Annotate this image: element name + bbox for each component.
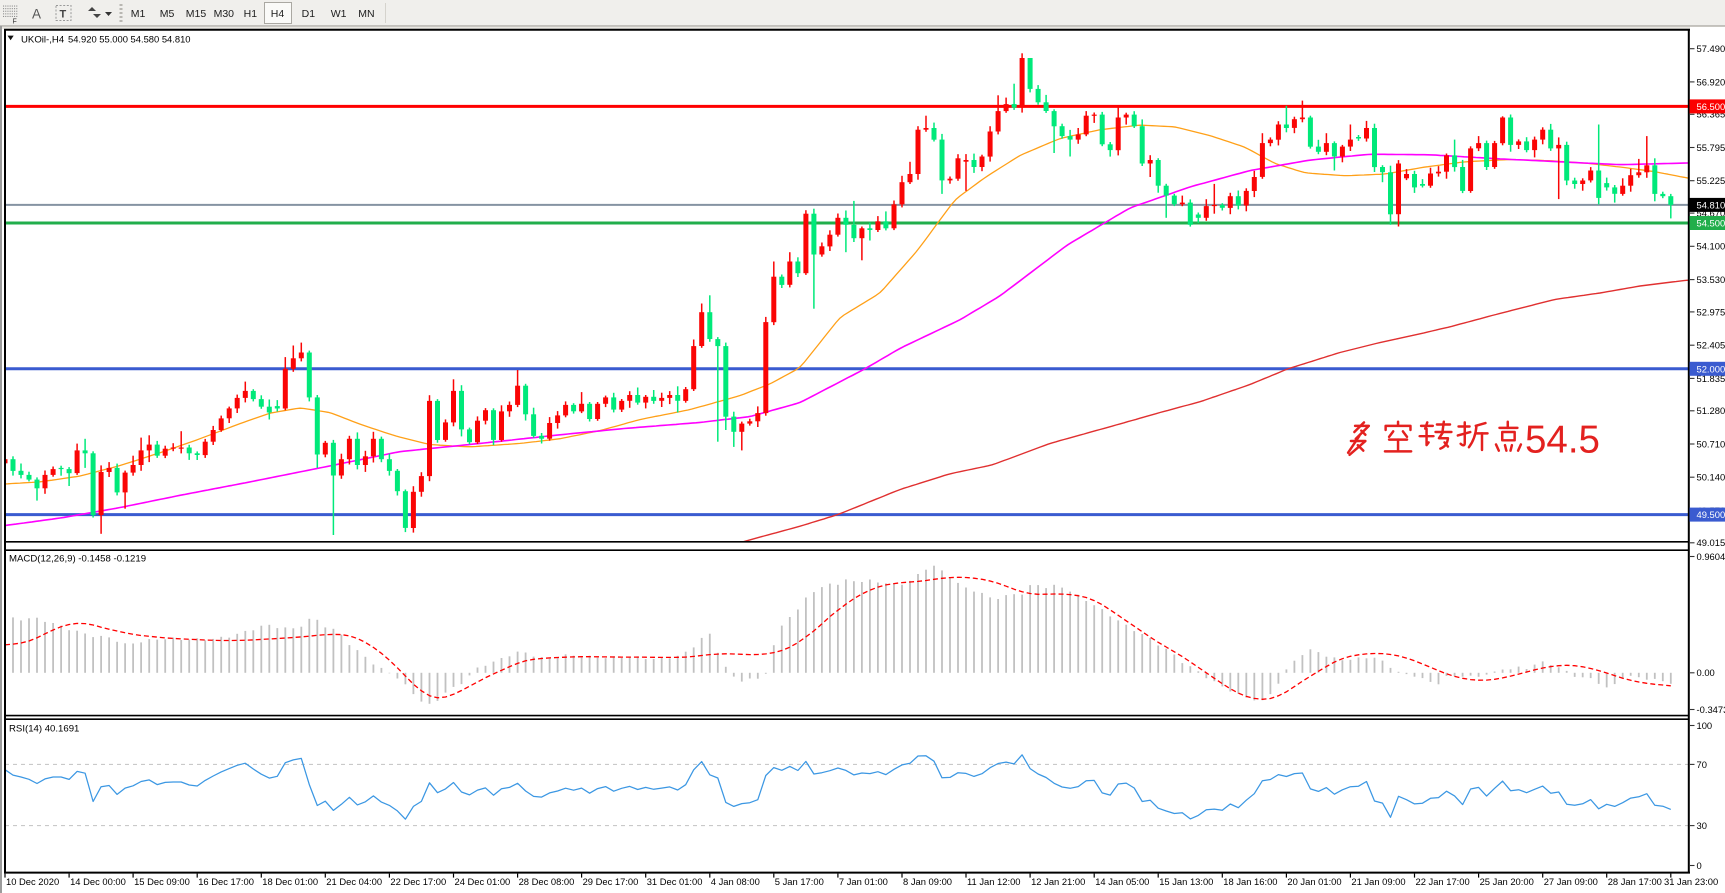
svg-text:7 Jan 01:00: 7 Jan 01:00 bbox=[839, 876, 888, 887]
svg-text:MACD(12,26,9) -0.1458 -0.1219: MACD(12,26,9) -0.1458 -0.1219 bbox=[9, 554, 146, 565]
svg-text:22 Jan 17:00: 22 Jan 17:00 bbox=[1416, 876, 1470, 887]
svg-text:53.530: 53.530 bbox=[1697, 274, 1725, 285]
svg-text:24 Dec 01:00: 24 Dec 01:00 bbox=[455, 876, 511, 887]
svg-text:20 Jan 01:00: 20 Jan 01:00 bbox=[1287, 876, 1341, 887]
svg-text:0: 0 bbox=[1697, 860, 1702, 871]
svg-text:22 Dec 17:00: 22 Dec 17:00 bbox=[390, 876, 446, 887]
svg-text:54.810: 54.810 bbox=[1697, 199, 1725, 210]
svg-text:18 Dec 01:00: 18 Dec 01:00 bbox=[262, 876, 318, 887]
svg-text:14 Dec 00:00: 14 Dec 00:00 bbox=[70, 876, 126, 887]
svg-text:51.280: 51.280 bbox=[1697, 405, 1725, 416]
svg-text:29 Dec 17:00: 29 Dec 17:00 bbox=[583, 876, 639, 887]
svg-text:5 Jan 17:00: 5 Jan 17:00 bbox=[775, 876, 824, 887]
svg-text:51.835: 51.835 bbox=[1697, 373, 1725, 384]
svg-text:55.225: 55.225 bbox=[1697, 175, 1725, 186]
svg-text:A: A bbox=[32, 7, 41, 22]
svg-text:56.500: 56.500 bbox=[1697, 101, 1725, 112]
svg-text:52.405: 52.405 bbox=[1697, 340, 1725, 351]
svg-text:F: F bbox=[13, 19, 17, 26]
svg-text:MN: MN bbox=[358, 8, 374, 20]
svg-text:54.5: 54.5 bbox=[1525, 419, 1600, 462]
svg-text:52.975: 52.975 bbox=[1697, 306, 1725, 317]
svg-text:54.920 55.000 54.580 54.810: 54.920 55.000 54.580 54.810 bbox=[68, 34, 191, 45]
svg-text:15 Dec 09:00: 15 Dec 09:00 bbox=[134, 876, 190, 887]
svg-text:31 Jan 23:00: 31 Jan 23:00 bbox=[1664, 876, 1718, 887]
svg-text:100: 100 bbox=[1697, 720, 1713, 731]
svg-text:49.500: 49.500 bbox=[1697, 509, 1725, 520]
svg-text:28 Jan 17:00: 28 Jan 17:00 bbox=[1608, 876, 1662, 887]
svg-text:0.00: 0.00 bbox=[1697, 667, 1715, 678]
svg-text:31 Dec 01:00: 31 Dec 01:00 bbox=[647, 876, 703, 887]
svg-text:49.015: 49.015 bbox=[1697, 537, 1725, 548]
svg-text:21 Jan 09:00: 21 Jan 09:00 bbox=[1351, 876, 1405, 887]
svg-text:T: T bbox=[60, 9, 67, 21]
svg-text:M30: M30 bbox=[214, 8, 235, 20]
svg-text:55.795: 55.795 bbox=[1697, 142, 1725, 153]
svg-text:56.365: 56.365 bbox=[1697, 109, 1725, 120]
svg-text:-0.3473: -0.3473 bbox=[1697, 704, 1725, 715]
svg-text:50.140: 50.140 bbox=[1697, 472, 1725, 483]
svg-text:27 Jan 09:00: 27 Jan 09:00 bbox=[1544, 876, 1598, 887]
svg-text:12 Jan 21:00: 12 Jan 21:00 bbox=[1031, 876, 1085, 887]
svg-text:52.000: 52.000 bbox=[1697, 363, 1725, 374]
svg-text:54.500: 54.500 bbox=[1697, 218, 1725, 229]
svg-text:M5: M5 bbox=[160, 8, 175, 20]
svg-text:56.920: 56.920 bbox=[1697, 76, 1725, 87]
svg-text:0.9604: 0.9604 bbox=[1697, 551, 1725, 562]
svg-text:30: 30 bbox=[1697, 820, 1707, 831]
svg-text:D1: D1 bbox=[302, 8, 316, 20]
svg-text:4 Jan 08:00: 4 Jan 08:00 bbox=[711, 876, 760, 887]
svg-text:11 Jan 12:00: 11 Jan 12:00 bbox=[967, 876, 1021, 887]
svg-text:14 Jan 05:00: 14 Jan 05:00 bbox=[1095, 876, 1149, 887]
svg-text:10 Dec 2020: 10 Dec 2020 bbox=[6, 876, 59, 887]
svg-text:M15: M15 bbox=[186, 8, 207, 20]
svg-text:18 Jan 16:00: 18 Jan 16:00 bbox=[1223, 876, 1277, 887]
svg-text:50.710: 50.710 bbox=[1697, 438, 1725, 449]
svg-text:70: 70 bbox=[1697, 759, 1707, 770]
svg-text:21 Dec 04:00: 21 Dec 04:00 bbox=[326, 876, 382, 887]
svg-text:54.670: 54.670 bbox=[1697, 208, 1725, 219]
svg-text:M1: M1 bbox=[131, 8, 146, 20]
svg-text:25 Jan 20:00: 25 Jan 20:00 bbox=[1480, 876, 1534, 887]
svg-text:16 Dec 17:00: 16 Dec 17:00 bbox=[198, 876, 254, 887]
svg-text:15 Jan 13:00: 15 Jan 13:00 bbox=[1159, 876, 1213, 887]
svg-text:54.100: 54.100 bbox=[1697, 241, 1725, 252]
svg-text:28 Dec 08:00: 28 Dec 08:00 bbox=[519, 876, 575, 887]
svg-text:W1: W1 bbox=[331, 8, 347, 20]
svg-text:H1: H1 bbox=[244, 8, 258, 20]
svg-text:57.490: 57.490 bbox=[1697, 43, 1725, 54]
svg-text:8 Jan 09:00: 8 Jan 09:00 bbox=[903, 876, 952, 887]
svg-text:RSI(14) 40.1691: RSI(14) 40.1691 bbox=[9, 724, 79, 735]
svg-text:UKOil-,H4: UKOil-,H4 bbox=[21, 35, 65, 46]
svg-text:H4: H4 bbox=[271, 8, 285, 20]
